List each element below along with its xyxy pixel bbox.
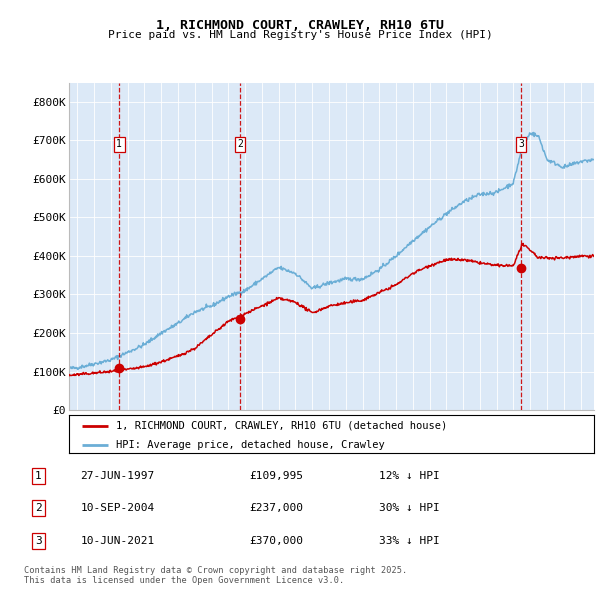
- Text: 12% ↓ HPI: 12% ↓ HPI: [379, 471, 440, 481]
- Text: 1, RICHMOND COURT, CRAWLEY, RH10 6TU (detached house): 1, RICHMOND COURT, CRAWLEY, RH10 6TU (de…: [116, 421, 448, 431]
- Text: Contains HM Land Registry data © Crown copyright and database right 2025.
This d: Contains HM Land Registry data © Crown c…: [24, 566, 407, 585]
- Text: HPI: Average price, detached house, Crawley: HPI: Average price, detached house, Craw…: [116, 440, 385, 450]
- Text: £109,995: £109,995: [250, 471, 304, 481]
- Text: 10-SEP-2004: 10-SEP-2004: [80, 503, 155, 513]
- Text: 2: 2: [35, 503, 41, 513]
- Text: 10-JUN-2021: 10-JUN-2021: [80, 536, 155, 546]
- Text: £370,000: £370,000: [250, 536, 304, 546]
- Text: 3: 3: [35, 536, 41, 546]
- Text: 1: 1: [35, 471, 41, 481]
- Text: 2: 2: [237, 139, 243, 149]
- Text: 3: 3: [518, 139, 524, 149]
- Text: 30% ↓ HPI: 30% ↓ HPI: [379, 503, 440, 513]
- Text: 1, RICHMOND COURT, CRAWLEY, RH10 6TU: 1, RICHMOND COURT, CRAWLEY, RH10 6TU: [156, 19, 444, 32]
- Text: 1: 1: [116, 139, 122, 149]
- Text: 27-JUN-1997: 27-JUN-1997: [80, 471, 155, 481]
- Text: Price paid vs. HM Land Registry's House Price Index (HPI): Price paid vs. HM Land Registry's House …: [107, 30, 493, 40]
- Text: £237,000: £237,000: [250, 503, 304, 513]
- Text: 33% ↓ HPI: 33% ↓ HPI: [379, 536, 440, 546]
